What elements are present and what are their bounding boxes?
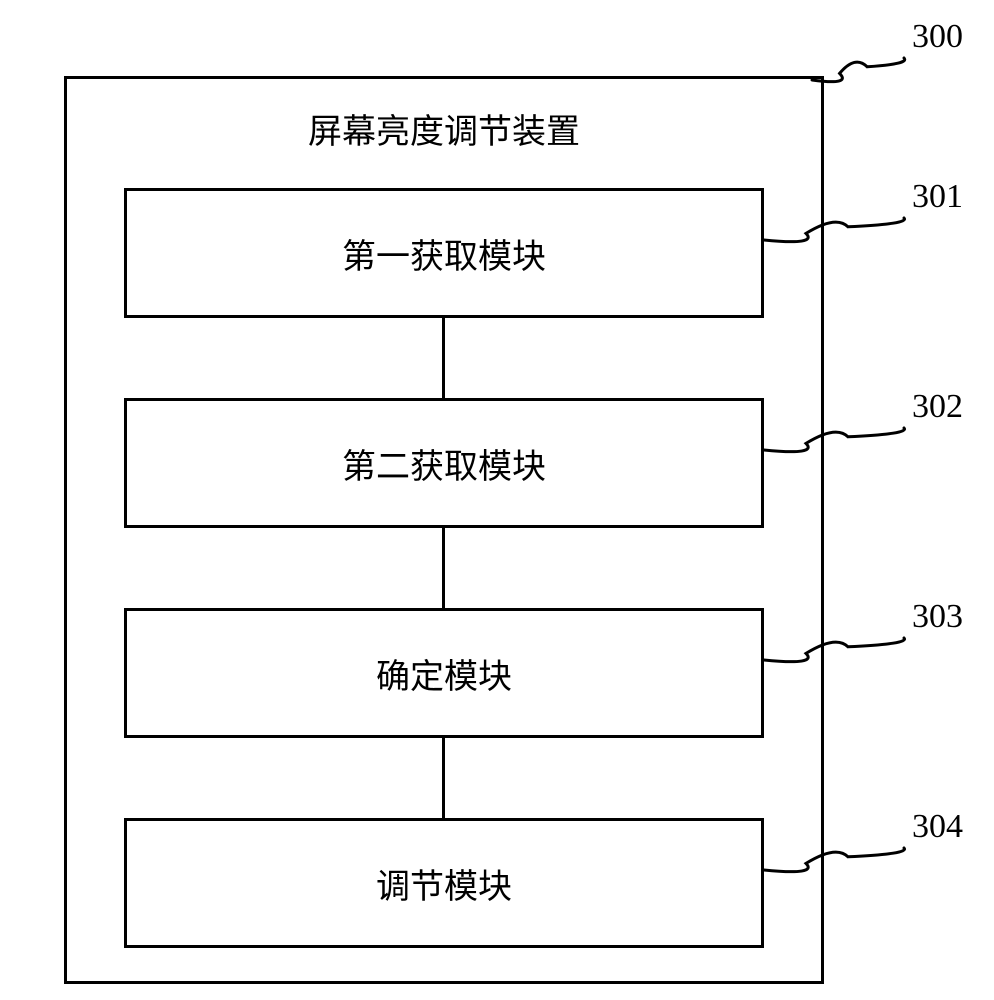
diagram-canvas: 屏幕亮度调节装置第一获取模块第二获取模块确定模块调节模块300301302303… — [0, 0, 994, 1000]
callout-leader-304 — [0, 0, 994, 1000]
